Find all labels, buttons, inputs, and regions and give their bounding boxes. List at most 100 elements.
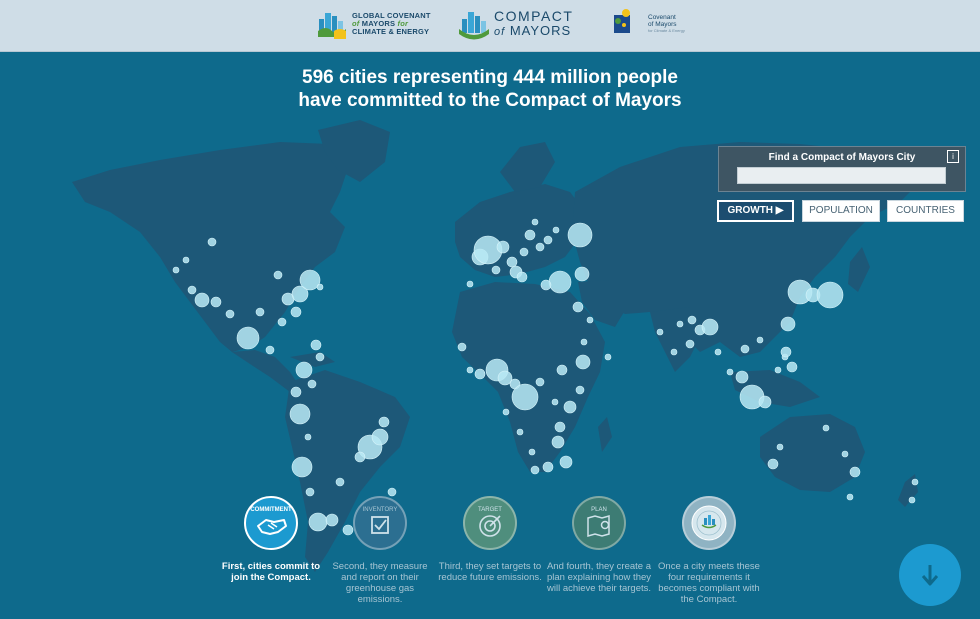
city-marker[interactable] [291, 285, 309, 303]
city-marker[interactable] [316, 283, 324, 291]
city-marker[interactable] [236, 326, 260, 350]
step-commitment[interactable]: COMMITMENT First, cities commit to join … [216, 496, 326, 583]
city-marker[interactable] [387, 487, 397, 497]
scroll-down-button[interactable] [899, 544, 961, 606]
city-marker[interactable] [551, 435, 565, 449]
city-marker[interactable] [194, 292, 210, 308]
city-marker[interactable] [172, 266, 180, 274]
city-marker[interactable] [572, 301, 584, 313]
city-marker[interactable] [849, 466, 861, 478]
city-marker[interactable] [756, 336, 764, 344]
city-marker[interactable] [516, 428, 524, 436]
city-marker[interactable] [774, 366, 782, 374]
city-marker[interactable] [575, 354, 591, 370]
city-marker[interactable] [535, 377, 545, 387]
city-marker[interactable] [822, 424, 830, 432]
city-marker[interactable] [540, 279, 552, 291]
city-marker[interactable] [273, 270, 283, 280]
city-marker[interactable] [552, 226, 560, 234]
city-marker[interactable] [496, 240, 510, 254]
city-marker[interactable] [307, 379, 317, 389]
city-marker[interactable] [554, 421, 566, 433]
compact-of-mayors-logo[interactable]: COMPACT of MAYORS [458, 7, 573, 41]
city-marker[interactable] [225, 309, 235, 319]
city-marker[interactable] [325, 513, 339, 527]
step-inventory[interactable]: INVENTORY Second, they measure and repor… [325, 496, 435, 605]
city-marker[interactable] [604, 353, 612, 361]
city-marker[interactable] [542, 461, 554, 473]
city-marker[interactable] [780, 316, 796, 332]
city-marker[interactable] [740, 344, 750, 354]
city-marker[interactable] [551, 398, 559, 406]
city-marker[interactable] [378, 416, 390, 428]
city-marker[interactable] [187, 285, 197, 295]
city-marker[interactable] [535, 242, 545, 252]
city-marker[interactable] [289, 403, 311, 425]
step-compliance[interactable]: Once a city meets these four requirement… [654, 496, 764, 605]
city-marker[interactable] [780, 346, 792, 358]
city-marker[interactable] [548, 270, 572, 294]
city-marker[interactable] [559, 455, 573, 469]
city-marker[interactable] [457, 342, 467, 352]
city-marker[interactable] [304, 433, 312, 441]
city-marker[interactable] [735, 370, 749, 384]
city-marker[interactable] [528, 448, 536, 456]
city-marker[interactable] [567, 222, 593, 248]
city-marker[interactable] [701, 318, 719, 336]
city-marker[interactable] [726, 368, 734, 376]
city-search-input[interactable] [737, 167, 946, 184]
city-marker[interactable] [502, 408, 510, 416]
city-marker[interactable] [530, 465, 540, 475]
city-marker[interactable] [315, 352, 325, 362]
city-marker[interactable] [497, 370, 513, 386]
city-marker[interactable] [291, 456, 313, 478]
city-marker[interactable] [310, 339, 322, 351]
city-marker[interactable] [354, 451, 366, 463]
city-marker[interactable] [207, 237, 217, 247]
city-marker[interactable] [846, 493, 854, 501]
target-icon[interactable]: TARGET [463, 496, 517, 550]
city-marker[interactable] [676, 320, 684, 328]
city-marker[interactable] [786, 361, 798, 373]
covenant-of-mayors-logo[interactable]: Covenant of Mayors for Climate & Energy [612, 7, 685, 41]
city-marker[interactable] [474, 368, 486, 380]
city-marker[interactable] [670, 348, 678, 356]
city-marker[interactable] [335, 477, 345, 487]
city-marker[interactable] [305, 487, 315, 497]
city-marker[interactable] [371, 428, 389, 446]
city-marker[interactable] [563, 400, 577, 414]
city-marker[interactable] [656, 328, 664, 336]
city-marker[interactable] [255, 307, 265, 317]
growth-button[interactable]: GROWTH ▶ [717, 200, 794, 222]
city-marker[interactable] [466, 280, 474, 288]
city-marker[interactable] [911, 478, 919, 486]
population-button[interactable]: POPULATION [802, 200, 880, 222]
city-marker[interactable] [908, 496, 916, 504]
city-marker[interactable] [265, 345, 275, 355]
city-marker[interactable] [506, 256, 518, 268]
compliance-badge-icon[interactable] [682, 496, 736, 550]
city-marker[interactable] [758, 395, 772, 409]
city-marker[interactable] [685, 339, 695, 349]
city-marker[interactable] [687, 315, 697, 325]
countries-button[interactable]: COUNTRIES [887, 200, 964, 222]
city-marker[interactable] [574, 266, 590, 282]
city-marker[interactable] [299, 269, 321, 291]
city-marker[interactable] [841, 450, 849, 458]
city-marker[interactable] [295, 361, 313, 379]
city-marker[interactable] [816, 281, 844, 309]
city-marker[interactable] [543, 235, 553, 245]
step-target[interactable]: TARGET Third, they set targets to reduce… [435, 496, 545, 583]
city-marker[interactable] [586, 316, 594, 324]
city-marker[interactable] [210, 296, 222, 308]
map-pin-icon[interactable]: PLAN [572, 496, 626, 550]
city-marker[interactable] [466, 366, 474, 374]
city-marker[interactable] [290, 306, 302, 318]
city-marker[interactable] [580, 338, 588, 346]
city-marker[interactable] [556, 364, 568, 376]
checkbox-icon[interactable]: INVENTORY [353, 496, 407, 550]
city-marker[interactable] [776, 443, 784, 451]
city-marker[interactable] [575, 385, 585, 395]
global-covenant-logo[interactable]: GLOBAL COVENANT of MAYORS for CLIMATE & … [316, 7, 431, 41]
city-marker[interactable] [767, 458, 779, 470]
